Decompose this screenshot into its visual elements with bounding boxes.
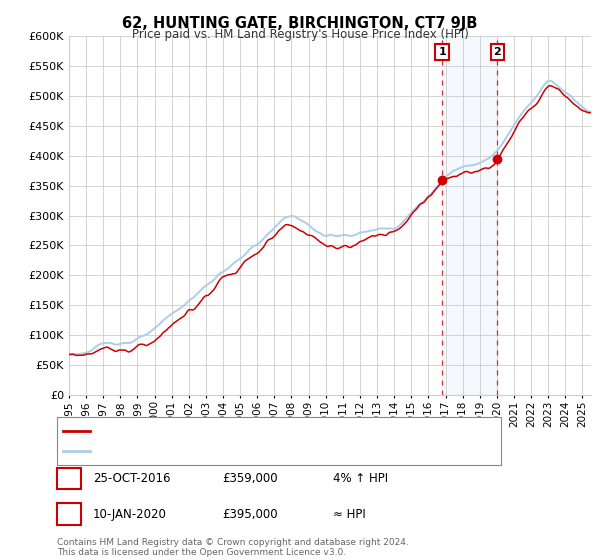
Text: Contains HM Land Registry data © Crown copyright and database right 2024.
This d: Contains HM Land Registry data © Crown c…: [57, 538, 409, 557]
Bar: [442, 36, 497, 395]
Text: Price paid vs. HM Land Registry's House Price Index (HPI): Price paid vs. HM Land Registry's House …: [131, 28, 469, 41]
Text: 4% ↑ HPI: 4% ↑ HPI: [333, 472, 388, 486]
Text: 62, HUNTING GATE, BIRCHINGTON, CT7 9JB: 62, HUNTING GATE, BIRCHINGTON, CT7 9JB: [122, 16, 478, 31]
Text: 1: 1: [438, 47, 446, 57]
Text: 62, HUNTING GATE, BIRCHINGTON, CT7 9JB (detached house): 62, HUNTING GATE, BIRCHINGTON, CT7 9JB (…: [96, 427, 439, 436]
Text: 10-JAN-2020: 10-JAN-2020: [93, 507, 167, 521]
Text: 2: 2: [65, 507, 73, 521]
Text: ≈ HPI: ≈ HPI: [333, 507, 366, 521]
Text: 1: 1: [65, 472, 73, 486]
Text: HPI: Average price, detached house, Thanet: HPI: Average price, detached house, Than…: [96, 446, 341, 456]
Text: £359,000: £359,000: [222, 472, 278, 486]
Text: £395,000: £395,000: [222, 507, 278, 521]
Text: 2: 2: [494, 47, 501, 57]
Text: 25-OCT-2016: 25-OCT-2016: [93, 472, 170, 486]
